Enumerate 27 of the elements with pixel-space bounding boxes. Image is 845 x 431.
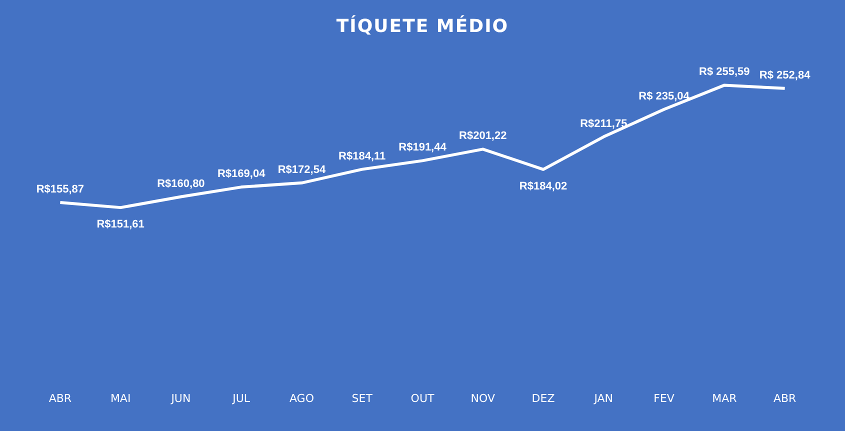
x-tick-label: JUL (232, 392, 251, 405)
data-label: R$ 235,04 (638, 90, 690, 102)
data-label: R$160,80 (157, 178, 205, 190)
data-label: R$151,61 (96, 218, 144, 231)
data-label: R$184,11 (338, 150, 386, 162)
data-label: R$ 252,84 (759, 69, 812, 82)
x-tick-label: DEZ (532, 392, 556, 405)
data-label: R$211,75 (580, 118, 628, 130)
x-tick-label: JUN (170, 392, 191, 405)
data-label: R$169,04 (217, 168, 266, 180)
x-tick-label: MAI (110, 392, 131, 405)
data-label: R$155,87 (36, 184, 84, 196)
data-label: R$201,22 (459, 130, 507, 142)
chart-title: TÍQUETE MÉDIO (335, 16, 510, 37)
data-label: R$ 255,59 (699, 66, 750, 78)
x-tick-label: NOV (470, 392, 496, 405)
x-tick-label: JAN (593, 392, 614, 405)
x-tick-label: AGO (289, 392, 314, 405)
x-tick-label: SET (352, 392, 373, 405)
x-tick-label: ABR (48, 392, 72, 405)
data-label: R$184,02 (519, 180, 568, 192)
x-tick-label: OUT (410, 392, 434, 405)
x-tick-label: FEV (654, 392, 675, 405)
x-tick-label: MAR (712, 392, 738, 405)
x-tick-label: ABR (773, 392, 797, 405)
data-label: R$191,44 (398, 142, 448, 154)
data-label: R$172,54 (278, 164, 326, 176)
